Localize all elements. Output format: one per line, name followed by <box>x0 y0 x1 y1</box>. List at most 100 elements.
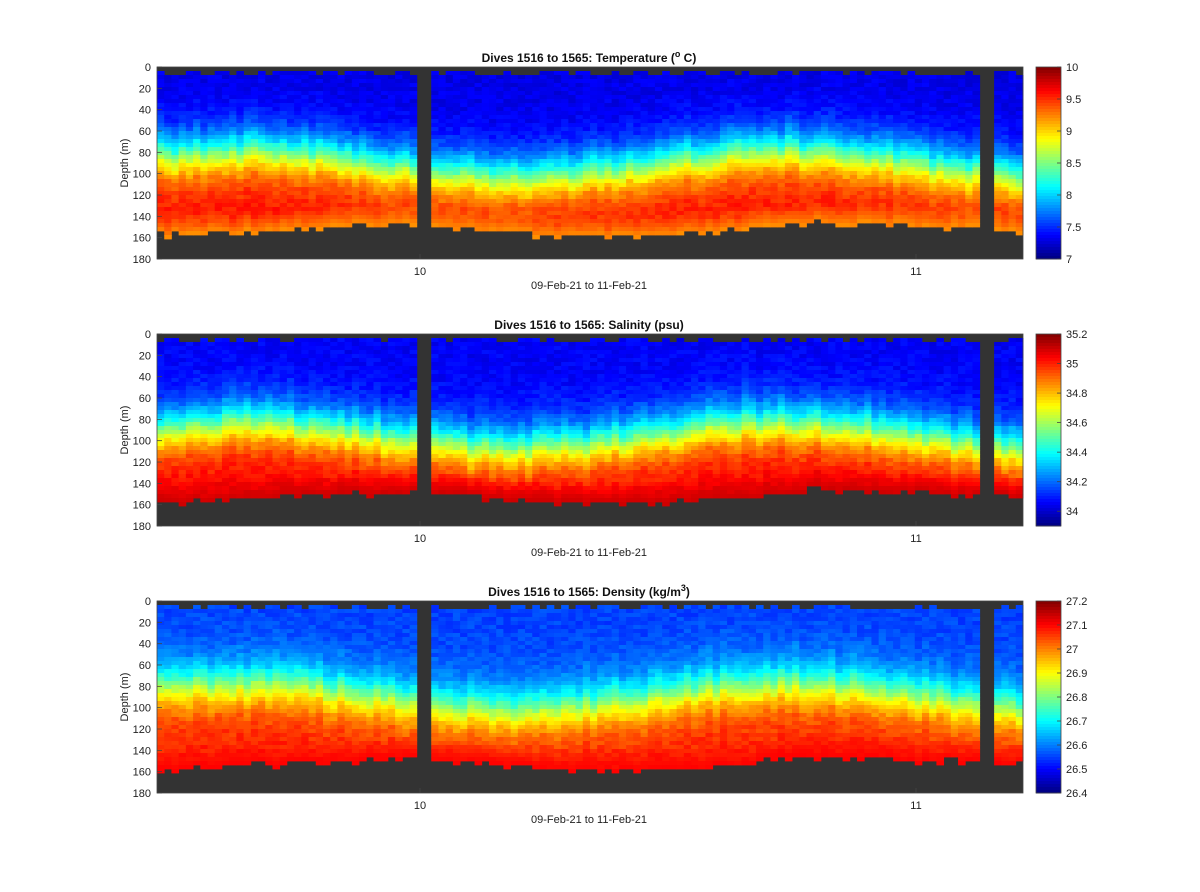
heatmap-cell <box>474 199 483 204</box>
heatmap-cell <box>200 342 208 347</box>
heatmap-cell <box>748 119 757 124</box>
heatmap-cell <box>900 203 908 208</box>
heatmap-cell <box>885 111 894 116</box>
heatmap-cell <box>719 143 728 148</box>
heatmap-cell <box>460 187 468 192</box>
heatmap-cell <box>1008 135 1017 140</box>
heatmap-cell <box>900 199 908 204</box>
heatmap-cell <box>792 167 800 172</box>
heatmap-cell <box>626 99 634 104</box>
heatmap-cell <box>691 175 699 180</box>
heatmap-cell <box>279 123 288 128</box>
heatmap-cell <box>503 171 512 176</box>
heatmap-cell <box>1008 75 1017 80</box>
heatmap-cell <box>308 139 317 144</box>
heatmap-cell <box>777 87 786 92</box>
heatmap-cell <box>207 398 216 403</box>
heatmap-cell <box>611 191 620 196</box>
heatmap-cell <box>445 111 454 116</box>
heatmap-cell <box>207 430 216 435</box>
heatmap-cell <box>171 498 180 503</box>
heatmap-cell <box>1001 227 1009 232</box>
heatmap-cell <box>265 211 273 216</box>
heatmap-cell <box>157 466 165 471</box>
heatmap-cell <box>820 79 829 84</box>
heatmap-cell <box>1001 219 1009 224</box>
heatmap-cell <box>258 207 266 212</box>
heatmap-cell <box>200 159 208 164</box>
heatmap-cell <box>835 219 843 224</box>
heatmap-cell <box>373 143 382 148</box>
heatmap-cell <box>828 95 836 100</box>
heatmap-cell <box>387 207 396 212</box>
heatmap-cell <box>315 103 324 108</box>
heatmap-cell <box>301 131 309 136</box>
heatmap-cell <box>171 470 180 475</box>
heatmap-cell <box>503 191 512 196</box>
heatmap-cell <box>171 131 180 136</box>
heatmap-cell <box>907 195 916 200</box>
heatmap-cell <box>272 151 281 156</box>
heatmap-cell <box>813 143 822 148</box>
heatmap-cell <box>691 131 699 136</box>
heatmap-cell <box>885 223 894 228</box>
heatmap-cell <box>178 390 187 395</box>
heatmap-cell <box>691 127 699 132</box>
heatmap-cell <box>640 83 649 88</box>
heatmap-cell <box>330 103 338 108</box>
heatmap-cell <box>236 155 244 160</box>
heatmap-cell <box>452 79 461 84</box>
heatmap-cell <box>1015 103 1024 108</box>
heatmap-cell <box>561 139 569 144</box>
heatmap-cell <box>532 203 540 208</box>
heatmap-cell <box>698 183 706 188</box>
heatmap-cell <box>258 127 266 132</box>
heatmap-cell <box>178 406 187 411</box>
heatmap-cell <box>301 207 309 212</box>
heatmap-cell <box>734 75 742 80</box>
heatmap-cell <box>907 211 916 216</box>
heatmap-cell <box>452 219 461 224</box>
heatmap-cell <box>258 171 266 176</box>
heatmap-cell <box>258 195 266 200</box>
heatmap-cell <box>294 175 302 180</box>
heatmap-cell <box>755 143 764 148</box>
y-tick-label: 0 <box>145 62 151 74</box>
heatmap-cell <box>185 147 194 152</box>
heatmap-cell <box>474 155 483 160</box>
heatmap-cell <box>792 115 800 120</box>
heatmap-cell <box>727 87 735 92</box>
heatmap-cell <box>662 131 670 136</box>
heatmap-cell <box>691 147 699 152</box>
heatmap-cell <box>171 454 180 459</box>
heatmap-cell <box>691 75 699 80</box>
heatmap-cell <box>171 103 180 108</box>
heatmap-cell <box>813 107 822 112</box>
heatmap-cell <box>229 191 237 196</box>
heatmap-cell <box>301 107 309 112</box>
heatmap-cell <box>907 187 916 192</box>
heatmap-cell <box>582 111 591 116</box>
heatmap-cell <box>517 135 526 140</box>
heatmap-cell <box>640 203 649 208</box>
heatmap-cell <box>460 127 468 132</box>
heatmap-cell <box>755 87 764 92</box>
heatmap-cell <box>330 219 338 224</box>
heatmap-cell <box>185 462 194 467</box>
heatmap-cell <box>626 191 634 196</box>
heatmap-cell <box>662 103 670 108</box>
heatmap-cell <box>950 147 959 152</box>
heatmap-cell <box>546 115 555 120</box>
heatmap-cell <box>315 75 324 80</box>
heatmap-cell <box>445 147 454 152</box>
heatmap-cell <box>842 223 851 228</box>
heatmap-cell <box>640 111 649 116</box>
heatmap-cell <box>279 147 288 152</box>
heatmap-cell <box>301 99 309 104</box>
heatmap-cell <box>272 163 281 168</box>
heatmap-cell <box>553 151 562 156</box>
heatmap-cell <box>943 143 952 148</box>
heatmap-cell <box>640 199 649 204</box>
heatmap-cell <box>214 163 223 168</box>
heatmap-cell <box>460 195 468 200</box>
